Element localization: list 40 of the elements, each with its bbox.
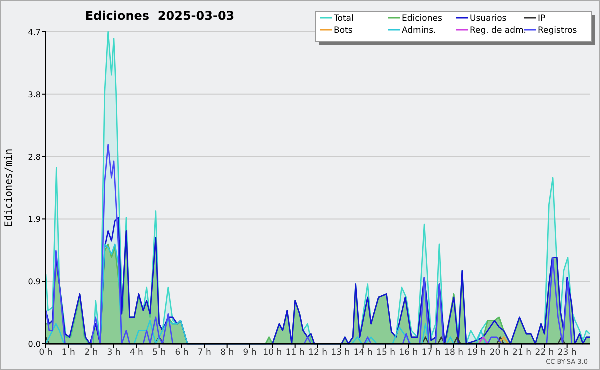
x-tick-label: 7 h	[198, 348, 212, 358]
x-tick-label: 14 h	[354, 348, 373, 358]
x-tick-label: 19 h	[467, 348, 486, 358]
y-tick-label: 4.7	[28, 28, 41, 37]
x-tick-label: 10 h	[263, 348, 282, 358]
x-tick-label: 13 h	[331, 348, 350, 358]
y-tick-label: 3.8	[28, 90, 41, 100]
y-tick-label: 0.0	[28, 340, 41, 349]
legend-label: Reg. de adm.	[470, 26, 526, 36]
chart-title: Ediciones 2025-03-03	[85, 9, 235, 23]
y-axis-title: Ediciones/min	[4, 148, 15, 228]
y-tick-label: 2.8	[28, 152, 41, 162]
x-tick-label: 2 h	[84, 348, 98, 358]
legend-label: Usuarios	[470, 14, 508, 24]
x-tick-label: 8 h	[220, 348, 234, 358]
y-tick-label: 0.9	[28, 278, 41, 287]
x-tick-label: 20 h	[490, 348, 509, 358]
legend-label: IP	[538, 14, 546, 24]
x-tick-label: 18 h	[444, 348, 464, 358]
x-tick-label: 21 h	[512, 348, 532, 358]
x-tick-label: 22 h	[535, 348, 554, 358]
legend-label: Admins.	[402, 26, 436, 36]
x-tick-label: 0 h	[39, 348, 53, 358]
x-tick-label: 6 h	[175, 348, 189, 358]
x-tick-label: 23 h	[558, 348, 577, 358]
x-tick-label: 1 h	[62, 348, 76, 358]
y-tick-label: 1.9	[28, 215, 41, 224]
x-tick-label: 15 h	[376, 348, 396, 358]
x-tick-label: 5 h	[152, 348, 166, 358]
legend-label: Registros	[538, 26, 578, 36]
legend-label: Ediciones	[402, 14, 443, 24]
x-tick-label: 16 h	[399, 348, 418, 358]
x-tick-label: 4 h	[130, 348, 144, 358]
x-tick-label: 12 h	[308, 348, 328, 358]
x-tick-label: 11 h	[286, 348, 305, 358]
legend-label: Total	[333, 14, 354, 24]
x-tick-label: 17 h	[422, 348, 441, 358]
legend-label: Bots	[334, 26, 354, 36]
x-tick-label: 3 h	[107, 348, 121, 358]
x-tick-label: 9 h	[243, 348, 257, 358]
